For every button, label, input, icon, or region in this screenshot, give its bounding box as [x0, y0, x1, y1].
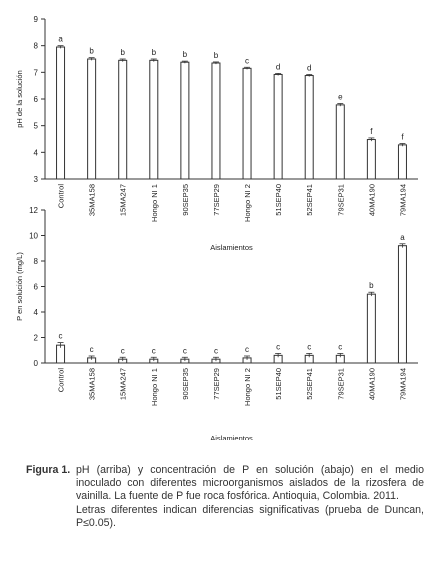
ph-significance-letter: b [183, 50, 188, 59]
ph-bar [149, 59, 159, 180]
ph-significance-letter: b [152, 48, 157, 57]
p-significance-letter: c [338, 342, 342, 351]
ph-chart: 3 4 5 6 7 8 9 pH de la solución a Control b 35MA158… [15, 15, 418, 252]
ph-significance-letter: f [401, 133, 404, 142]
p-category-label: 40MA190 [367, 368, 376, 400]
ph-y-tick-label: 9 [34, 15, 39, 24]
p-category-label: 15MA247 [119, 368, 128, 400]
ph-category-label: 52SEP41 [305, 184, 314, 216]
caption-note: Letras diferentes indican diferencias si… [76, 503, 424, 529]
p-significance-letter: c [90, 345, 94, 354]
p-significance-letter: c [307, 342, 311, 351]
p-category-label: 52SEP41 [305, 368, 314, 400]
ph-y-tick-label: 8 [34, 42, 39, 51]
p-bar [366, 293, 376, 364]
p-significance-letter: c [214, 346, 218, 355]
ph-x-axis-label: Aislamientos [210, 243, 253, 252]
p-significance-letter: a [400, 233, 405, 242]
ph-bar [180, 61, 190, 180]
ph-category-label: Hongo NI 1 [150, 184, 159, 222]
p-category-label: Control [57, 368, 66, 393]
caption-label: Figura 1. [26, 464, 71, 476]
ph-bar [211, 62, 221, 180]
ph-category-label: 77SEP29 [212, 184, 221, 216]
ph-significance-letter: f [370, 127, 373, 136]
p-y-tick-label: 6 [34, 283, 39, 292]
ph-significance-letter: c [245, 56, 249, 65]
figure-caption: Figura 1. pH (arriba) y concentración de… [26, 464, 424, 530]
ph-category-label: Hongo NI 2 [243, 184, 252, 222]
p-significance-letter: c [121, 346, 125, 355]
ph-bar [366, 139, 376, 180]
ph-bar [87, 58, 97, 180]
ph-significance-letter: b [120, 48, 125, 57]
p-y-tick-label: 8 [34, 257, 39, 266]
ph-significance-letter: d [276, 62, 280, 71]
p-y-tick-label: 4 [34, 308, 39, 317]
p-chart: 0 2 4 6 8 10 12 P en solución (mg/L) c Control c 35… [15, 206, 418, 440]
p-y-axis-label: P en solución (mg/L) [15, 252, 24, 321]
p-significance-letter: c [152, 346, 156, 355]
ph-bar [335, 104, 345, 180]
p-y-tick-label: 0 [34, 359, 39, 368]
p-category-label: 51SEP40 [274, 368, 283, 400]
ph-y-tick-label: 5 [34, 122, 39, 131]
ph-y-tick-label: 6 [34, 95, 39, 104]
p-significance-letter: b [369, 281, 374, 290]
ph-bar [273, 73, 283, 180]
ph-category-label: 40MA190 [367, 184, 376, 216]
p-significance-letter: c [183, 346, 187, 355]
ph-bar [304, 75, 314, 180]
ph-category-label: Control [57, 184, 66, 209]
p-category-label: 79MA194 [398, 368, 407, 400]
figure-charts: 3 4 5 6 7 8 9 pH de la solución a Control b 35MA158… [15, 15, 418, 440]
ph-significance-letter: a [58, 35, 63, 44]
p-x-axis-label: Aislamientos [210, 434, 253, 440]
ph-significance-letter: b [89, 47, 94, 56]
ph-y-tick-label: 7 [34, 68, 39, 77]
caption-text: pH (arriba) y concentración de P en solu… [76, 464, 424, 503]
p-bar [397, 245, 407, 364]
ph-category-label: 51SEP40 [274, 184, 283, 216]
p-category-label: 90SEP35 [181, 368, 190, 400]
ph-category-label: 15MA247 [119, 184, 128, 216]
p-significance-letter: c [276, 342, 280, 351]
ph-significance-letter: d [307, 63, 311, 72]
p-y-tick-label: 2 [34, 334, 39, 343]
ph-bar [118, 59, 128, 180]
p-category-label: Hongo NI 1 [150, 368, 159, 406]
p-category-label: 79SEP31 [336, 368, 345, 400]
p-category-label: 35MA158 [88, 368, 97, 400]
p-y-tick-label: 10 [29, 232, 38, 241]
p-significance-letter: c [245, 345, 249, 354]
ph-y-tick-label: 4 [34, 148, 39, 157]
ph-bar [397, 144, 407, 180]
p-significance-letter: c [59, 332, 63, 341]
ph-y-tick-label: 3 [34, 175, 39, 184]
p-category-label: 77SEP29 [212, 368, 221, 400]
ph-category-label: 35MA158 [88, 184, 97, 216]
p-category-label: Hongo NI 2 [243, 368, 252, 406]
ph-significance-letter: b [214, 51, 219, 60]
ph-category-label: 79MA194 [398, 184, 407, 216]
ph-category-label: 79SEP31 [336, 184, 345, 216]
ph-bar [242, 67, 252, 180]
p-bar [56, 344, 66, 364]
ph-category-label: 90SEP35 [181, 184, 190, 216]
p-y-tick-label: 12 [29, 206, 38, 215]
ph-y-axis-label: pH de la solución [15, 70, 24, 128]
ph-significance-letter: e [338, 93, 343, 102]
ph-bar [56, 46, 66, 180]
